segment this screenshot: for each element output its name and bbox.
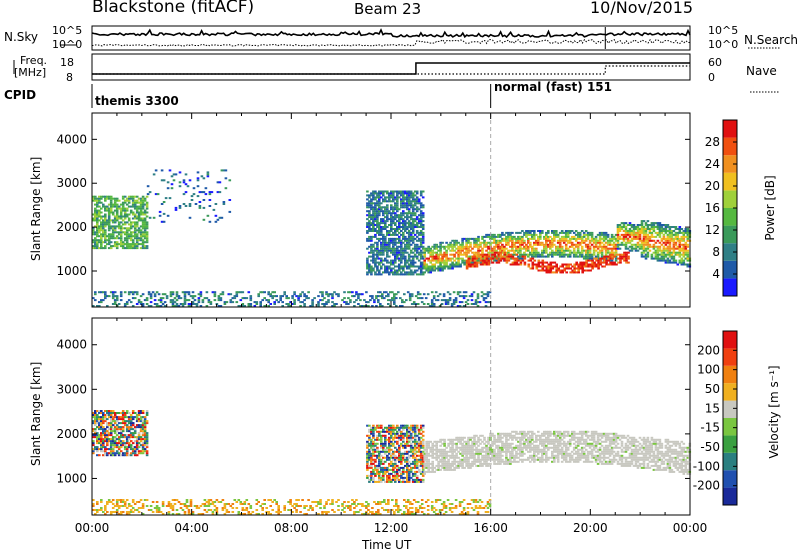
nsky-tick-low: 10^0 xyxy=(52,38,83,51)
velocity-colorbar-cell xyxy=(723,383,737,401)
power-echo-region xyxy=(92,291,492,307)
freq-tick-high: 18 xyxy=(60,56,74,69)
time-tick-label: 08:00 xyxy=(274,521,309,535)
power-ytick-label: 3000 xyxy=(56,176,87,190)
power-colorbar-cell xyxy=(723,208,737,226)
power-colorbar-cell xyxy=(723,225,737,244)
power-colorbar-tick-label: 12 xyxy=(705,223,720,237)
power-colorbar-cell xyxy=(723,155,737,173)
cpid-segment-2: normal (fast) 151 xyxy=(494,80,612,94)
velocity-ytick-label: 3000 xyxy=(56,382,87,396)
velocity-colorbar-cell xyxy=(723,365,737,384)
nave-line xyxy=(92,66,606,75)
power-colorbar-cell xyxy=(723,137,737,156)
freq-strip-frame xyxy=(91,53,691,81)
nave-tick-low: 0 xyxy=(708,71,715,84)
time-axis: 00:00 04:00 08:00 12:00 16:00 20:00 00:00 xyxy=(75,521,708,535)
power-colorbar-tick-label: 24 xyxy=(705,157,720,171)
power-panel: 1000 2000 3000 4000 xyxy=(56,112,692,308)
velocity-colorbar-tick-label: -15 xyxy=(700,421,720,435)
nsearch-label: N.Search xyxy=(744,33,799,47)
velocity-colorbar-tick-label: 15 xyxy=(705,401,720,415)
velocity-ytick-label: 4000 xyxy=(56,338,87,352)
power-colorbar-tick-label: 4 xyxy=(712,267,720,281)
power-colorbar-tick-label: 16 xyxy=(705,201,720,215)
nsky-tick-high: 10^5 xyxy=(52,24,83,37)
velocity-colorbar-cell xyxy=(723,418,737,436)
freq-label: Freq. xyxy=(20,54,48,67)
nsearch-line xyxy=(91,38,691,47)
power-colorbar: 4 8 12 16 20 24 28 xyxy=(705,119,738,297)
velocity-echo-region xyxy=(92,410,149,457)
nave-label: Nave xyxy=(746,64,777,78)
power-colorbar-cell xyxy=(723,190,737,208)
freq-unit: [MHz] xyxy=(14,66,47,79)
power-echo-region xyxy=(366,190,425,276)
velocity-echo-region xyxy=(366,424,425,483)
velocity-ytick-label: 1000 xyxy=(56,471,87,485)
noise-strip-frame xyxy=(91,25,691,51)
velocity-ylabel: Slant Range [km] xyxy=(29,361,43,466)
power-colorbar-cell xyxy=(723,120,737,138)
velocity-panel: 1000 2000 3000 4000 xyxy=(56,317,692,516)
nsky-label: N.Sky xyxy=(4,30,39,44)
power-colorbar-cell xyxy=(723,243,737,261)
velocity-colorbar-cell xyxy=(723,348,737,366)
power-ylabel: Slant Range [km] xyxy=(29,156,43,261)
velocity-colorbar-cell xyxy=(723,400,737,418)
summary-strips xyxy=(13,25,780,108)
time-tick-label: 00:00 xyxy=(75,521,110,535)
velocity-colorbar-label: Velocity [m s⁻¹] xyxy=(767,365,781,459)
time-tick-label: 04:00 xyxy=(174,521,209,535)
velocity-colorbar-cell xyxy=(723,452,737,471)
time-tick-label: 16:00 xyxy=(473,521,508,535)
power-colorbar-label: Power [dB] xyxy=(763,175,777,241)
velocity-colorbar-tick-label: -50 xyxy=(700,440,720,454)
power-echo-region xyxy=(92,195,149,250)
velocity-echo-region xyxy=(92,499,492,515)
velocity-colorbar-tick-label: 50 xyxy=(705,382,720,396)
time-tick-label: 12:00 xyxy=(374,521,409,535)
power-colorbar-tick-label: 8 xyxy=(712,245,720,259)
velocity-colorbar-tick-label: 200 xyxy=(697,343,720,357)
cpid-label: CPID xyxy=(4,88,37,102)
velocity-colorbar: 200 100 50 15 -15 -50 -100 -200 xyxy=(693,330,738,506)
velocity-echo-region xyxy=(423,430,692,475)
power-colorbar-tick-label: 28 xyxy=(705,135,720,149)
time-axis-label: Time UT xyxy=(362,538,412,552)
time-tick-label: 20:00 xyxy=(573,521,608,535)
velocity-colorbar-cell xyxy=(723,470,737,488)
power-echo-region xyxy=(146,169,232,223)
power-colorbar-tick-label: 20 xyxy=(705,179,720,193)
velocity-colorbar-tick-label: -200 xyxy=(693,479,720,493)
velocity-ytick-label: 2000 xyxy=(56,427,87,441)
velocity-colorbar-tick-label: -100 xyxy=(693,459,720,473)
nsearch-tick-high: 10^5 xyxy=(708,24,739,37)
velocity-colorbar-cell xyxy=(723,487,737,505)
time-tick-label: 00:00 xyxy=(673,521,708,535)
freq-line xyxy=(92,62,690,75)
cpid-segment-1: themis 3300 xyxy=(95,94,179,108)
power-ytick-label: 4000 xyxy=(56,132,87,146)
power-echo-region xyxy=(465,251,630,274)
velocity-colorbar-frame xyxy=(722,330,738,506)
station-title: Blackstone (fitACF) xyxy=(92,0,255,17)
velocity-colorbar-cell xyxy=(723,331,737,349)
freq-tick-low: 8 xyxy=(66,71,73,84)
power-ytick-label: 2000 xyxy=(56,220,87,234)
power-colorbar-cell xyxy=(723,278,737,296)
velocity-colorbar-cell xyxy=(723,435,737,453)
power-ytick-label: 1000 xyxy=(56,264,87,278)
velocity-bg xyxy=(92,318,690,515)
date-title: 10/Nov/2015 xyxy=(590,0,694,17)
power-colorbar-cell xyxy=(723,260,737,279)
nsearch-tick-low: 10^0 xyxy=(708,38,739,51)
nsky-line xyxy=(91,28,691,39)
beam-title: Beam 23 xyxy=(354,0,422,18)
nave-tick-high: 60 xyxy=(708,56,722,69)
velocity-colorbar-tick-label: 100 xyxy=(697,363,720,377)
power-colorbar-cell xyxy=(723,172,737,191)
